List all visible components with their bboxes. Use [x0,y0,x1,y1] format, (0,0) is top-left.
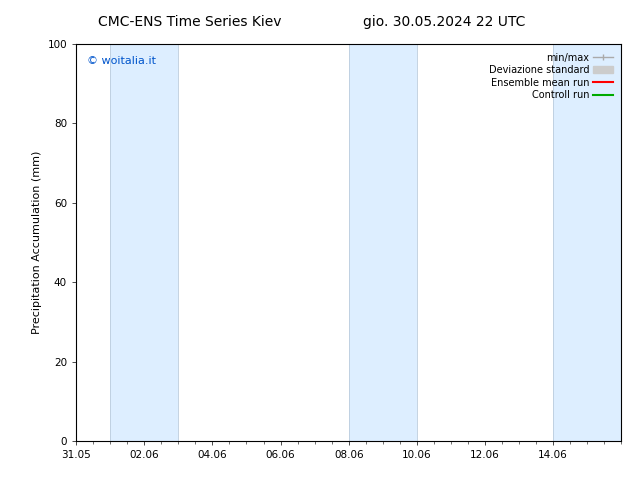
Bar [553,44,621,441]
Legend: min/max, Deviazione standard, Ensemble mean run, Controll run: min/max, Deviazione standard, Ensemble m… [485,49,616,104]
Text: gio. 30.05.2024 22 UTC: gio. 30.05.2024 22 UTC [363,15,525,29]
Text: CMC-ENS Time Series Kiev: CMC-ENS Time Series Kiev [98,15,282,29]
Bar [349,44,417,441]
Text: © woitalia.it: © woitalia.it [87,56,156,66]
Bar [110,44,178,441]
Y-axis label: Precipitation Accumulation (mm): Precipitation Accumulation (mm) [32,151,42,334]
